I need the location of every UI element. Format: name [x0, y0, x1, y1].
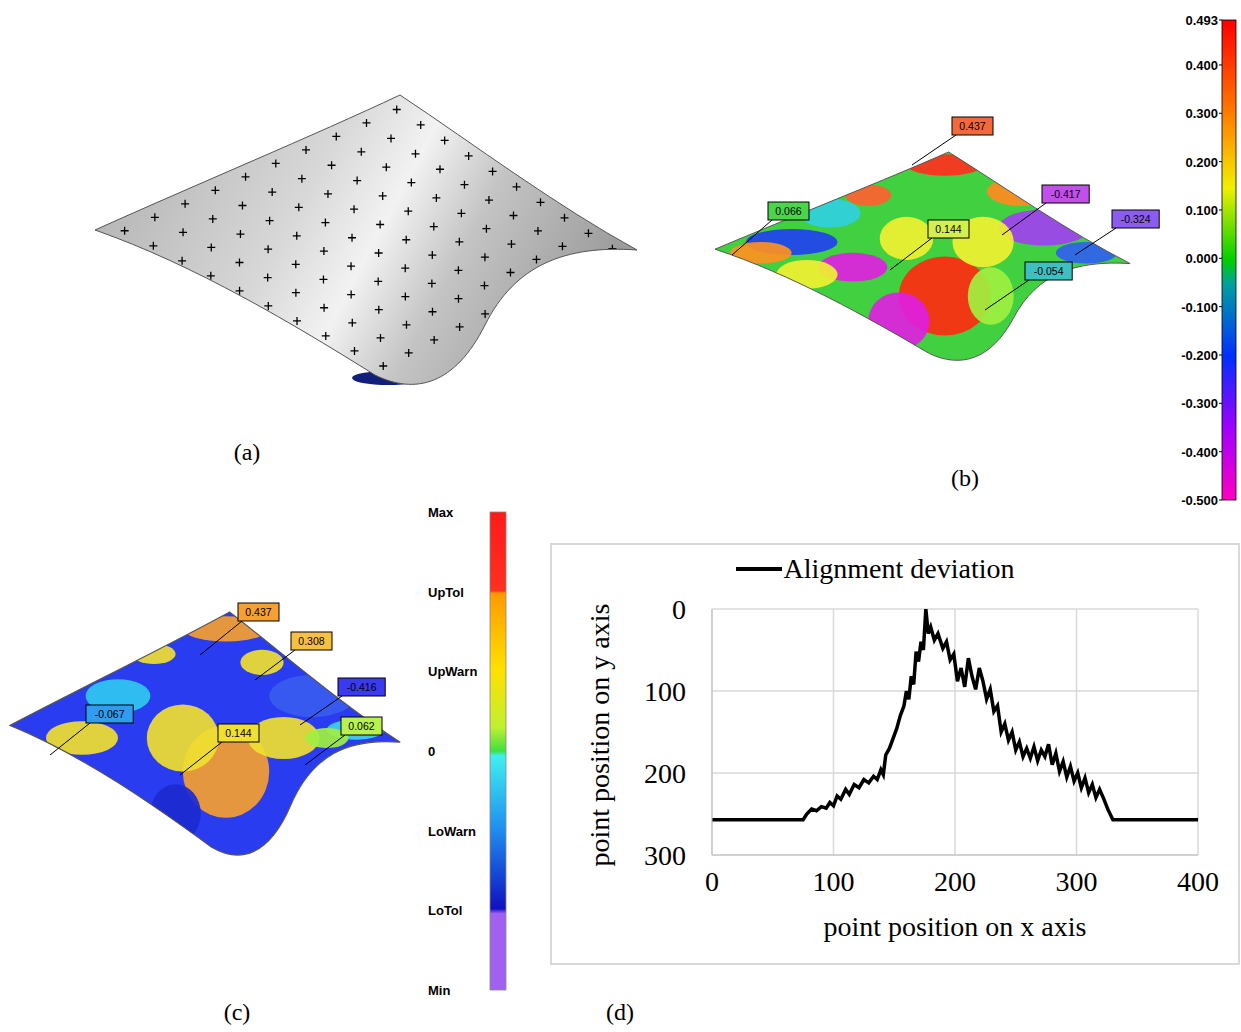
- svg-text:0: 0: [705, 866, 719, 897]
- svg-text:-0.416: -0.416: [347, 681, 377, 693]
- svg-text:0.062: 0.062: [348, 720, 374, 732]
- html-text:point position on x axis: point position on x axis: [823, 911, 1087, 942]
- svg-text:100: 100: [644, 676, 686, 707]
- svg-text:0.300: 0.300: [1185, 106, 1218, 121]
- svg-text:-0.100: -0.100: [1181, 300, 1218, 315]
- svg-text:0.100: 0.100: [1185, 203, 1218, 218]
- svg-text:-0.054: -0.054: [1034, 265, 1064, 277]
- svg-text:(d): (d): [606, 999, 634, 1025]
- svg-text:0: 0: [428, 744, 435, 759]
- svg-text:(b): (b): [951, 465, 979, 491]
- html-text:point position on y axis: point position on y axis: [584, 603, 615, 867]
- svg-text:0.308: 0.308: [298, 635, 324, 647]
- svg-text:0: 0: [672, 594, 686, 625]
- svg-text:-0.200: -0.200: [1181, 348, 1218, 363]
- svg-text:Min: Min: [428, 983, 450, 998]
- svg-text:0.144: 0.144: [225, 727, 251, 739]
- svg-text:0.144: 0.144: [935, 223, 961, 235]
- svg-text:0.200: 0.200: [1185, 155, 1218, 170]
- svg-text:-0.300: -0.300: [1181, 396, 1218, 411]
- svg-text:200: 200: [644, 758, 686, 789]
- svg-text:LoWarn: LoWarn: [428, 824, 476, 839]
- svg-text:0.400: 0.400: [1185, 58, 1218, 73]
- svg-text:0.437: 0.437: [245, 606, 271, 618]
- svg-text:0.066: 0.066: [775, 205, 801, 217]
- svg-text:UpWarn: UpWarn: [428, 664, 477, 679]
- svg-text:100: 100: [813, 866, 855, 897]
- svg-text:0.437: 0.437: [959, 120, 985, 132]
- svg-text:-0.324: -0.324: [1121, 213, 1151, 225]
- svg-text:-0.417: -0.417: [1051, 188, 1081, 200]
- svg-text:0.000: 0.000: [1185, 251, 1218, 266]
- svg-text:0.493: 0.493: [1185, 13, 1218, 28]
- svg-text:-0.500: -0.500: [1181, 493, 1218, 508]
- svg-text:-0.400: -0.400: [1181, 445, 1218, 460]
- svg-text:(c): (c): [224, 999, 251, 1025]
- svg-text:(a): (a): [234, 439, 261, 465]
- svg-text:Max: Max: [428, 505, 454, 520]
- svg-text:300: 300: [1056, 866, 1098, 897]
- svg-text:-0.067: -0.067: [95, 708, 125, 720]
- svg-text:LoTol: LoTol: [428, 903, 462, 918]
- svg-text:UpTol: UpTol: [428, 585, 464, 600]
- svg-text:400: 400: [1177, 866, 1219, 897]
- svg-text:300: 300: [644, 840, 686, 871]
- html-text:Alignment deviation: Alignment deviation: [783, 553, 1015, 584]
- svg-text:200: 200: [934, 866, 976, 897]
